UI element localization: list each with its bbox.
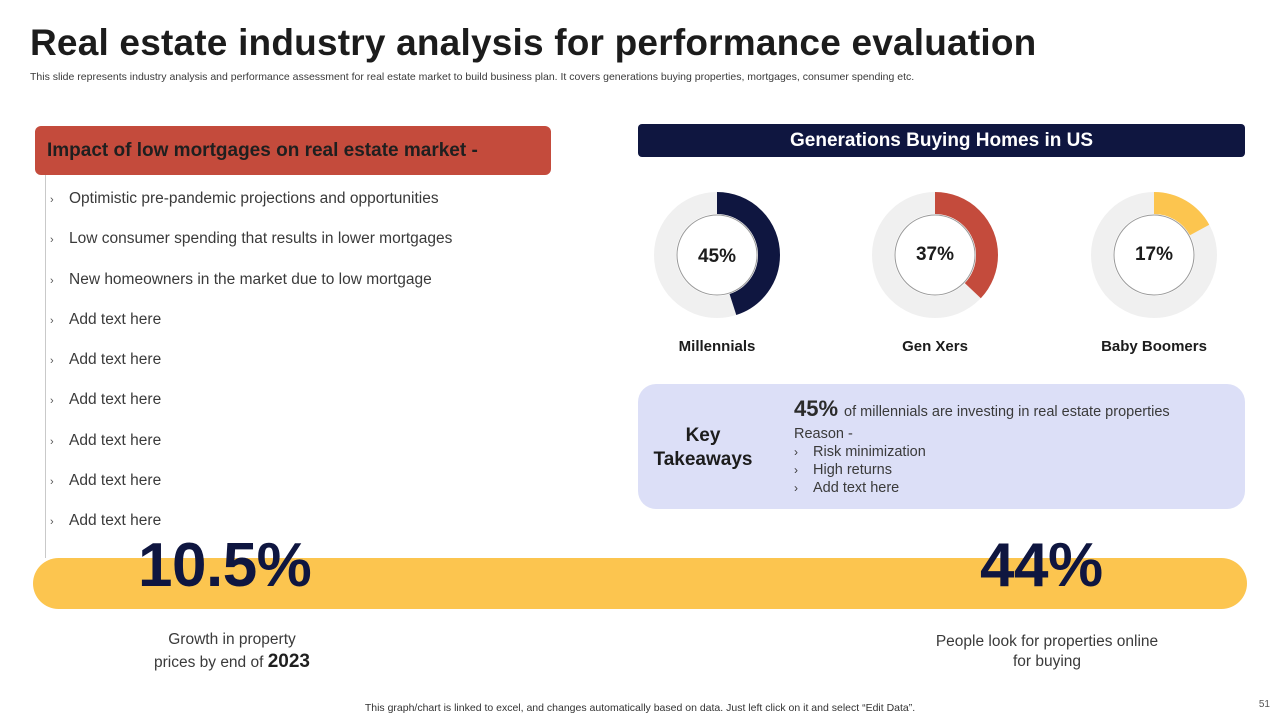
price-growth-desc-line1: Growth in property [168,631,296,648]
price-growth-desc-line2: prices by end of 2023 [112,651,352,674]
slide-subtitle: This slide represents industry analysis … [30,71,915,83]
donut-chart-baby-boomers: 17% [1089,190,1219,320]
mortgage-impact-item-text: Low consumer spending that results in lo… [69,230,453,248]
key-takeaways-body: 45% of millennials are investing in real … [794,396,1170,497]
mortgage-impact-item: › Add text here [48,512,452,552]
online-search-desc-line2: for buying [1012,653,1082,670]
key-takeaways-title: Key Takeaways [648,424,758,472]
takeaway-highlight-value: 45% [794,396,839,421]
chevron-right-icon: › [50,395,54,408]
slide-title: Real estate industry analysis for perfor… [30,22,1037,63]
chevron-right-icon: › [50,435,54,448]
donut-chart-gen-xers: 37% [870,190,1000,320]
chevron-right-icon: › [50,194,54,206]
mortgage-impact-item-text: Add text here [69,431,162,449]
reason-item-text: High returns [813,462,892,478]
chevron-right-icon: › [50,314,54,327]
donut-segment-baby-boomers [1091,192,1217,318]
price-growth-description: Growth in property prices by end of 2023 [112,629,352,674]
key-takeaways-title-line2: Takeaways [653,449,753,470]
reason-label: Reason - [794,426,853,442]
donut-value-label: 37% [916,244,954,265]
mortgage-impact-item: › Add text here [48,472,452,512]
donut-value-label: 45% [698,246,736,267]
online-search-description: People look for properties online for bu… [907,632,1187,672]
mortgage-impact-item-text: Add text here [69,310,162,328]
takeaway-statement: 45% of millennials are investing in real … [794,396,1170,425]
key-takeaways-title-line1: Key [685,425,721,446]
footer-note: This graph/chart is linked to excel, and… [364,702,916,714]
mortgage-impact-header: Impact of low mortgages on real estate m… [35,126,551,175]
reason-item-text: Add text here [813,480,900,496]
online-search-desc-line1: People look for properties online [935,633,1159,650]
mortgage-impact-item-text: Add text here [69,472,162,490]
chevron-right-icon: › [794,481,798,495]
mortgage-impact-item: › Low consumer spending that results in l… [48,230,452,270]
price-growth-desc-text: prices by end of [153,654,264,671]
price-growth-year: 2023 [267,651,311,672]
chevron-right-icon: › [50,355,54,368]
donut-category-label: Gen Xers [902,338,968,355]
chevron-right-icon: › [50,234,54,247]
mortgage-impact-item: › Optimistic pre-pandemic projections and… [48,190,452,230]
donut-center [1113,214,1195,296]
mortgage-impact-item: › Add text here [48,311,452,351]
chevron-right-icon: › [50,476,54,489]
mortgage-impact-list: › Optimistic pre-pandemic projections and… [48,190,452,553]
chevron-right-icon: › [50,274,54,287]
mortgage-impact-item-text: Add text here [69,351,162,369]
reason-item: › Risk minimization [794,443,1170,461]
mortgage-impact-item: › Add text here [48,351,452,391]
reason-item: › High returns [794,461,1170,479]
mortgage-impact-item-text: Add text here [69,512,162,530]
reason-list: › Risk minimization › High returns › Add text… [794,443,1170,497]
donut-center [894,214,976,296]
bullet-divider-line [45,175,46,558]
chevron-right-icon: › [794,463,798,477]
mortgage-impact-item: › New homeowners in the market due to low… [48,271,452,311]
chevron-right-icon: › [50,516,54,529]
mortgage-impact-item: › Add text here [48,432,452,472]
generations-header: Generations Buying Homes in US [638,124,1245,157]
donut-category-label: Millennials [678,338,756,355]
stats-banner [33,558,1247,609]
chevron-right-icon: › [794,445,798,459]
donut-center [676,214,758,296]
key-takeaways-box: Key Takeaways 45% of millennials are inve… [638,384,1245,509]
donut-value-label: 17% [1135,244,1173,265]
donut-chart-millennials: 45% [652,190,782,320]
takeaway-statement-text: of millennials are investing in real est… [844,404,1170,420]
donut-category-label: Baby Boomers [1101,338,1207,355]
price-growth-stat: 10.5% [138,531,312,600]
page-number: 51 [1258,699,1270,710]
reason-item: › Add text here [794,479,1170,497]
mortgage-impact-item-text: New homeowners in the market due to low … [69,270,432,288]
reason-item-text: Risk minimization [813,444,926,460]
online-search-stat: 44% [980,531,1103,600]
mortgage-impact-item: › Add text here [48,391,452,431]
mortgage-impact-item-text: Add text here [69,391,162,409]
donut-segment-millennials [654,192,780,318]
mortgage-impact-item-text: Optimistic pre-pandemic projections and … [69,190,439,207]
donut-segment-gen-xers [872,192,998,318]
